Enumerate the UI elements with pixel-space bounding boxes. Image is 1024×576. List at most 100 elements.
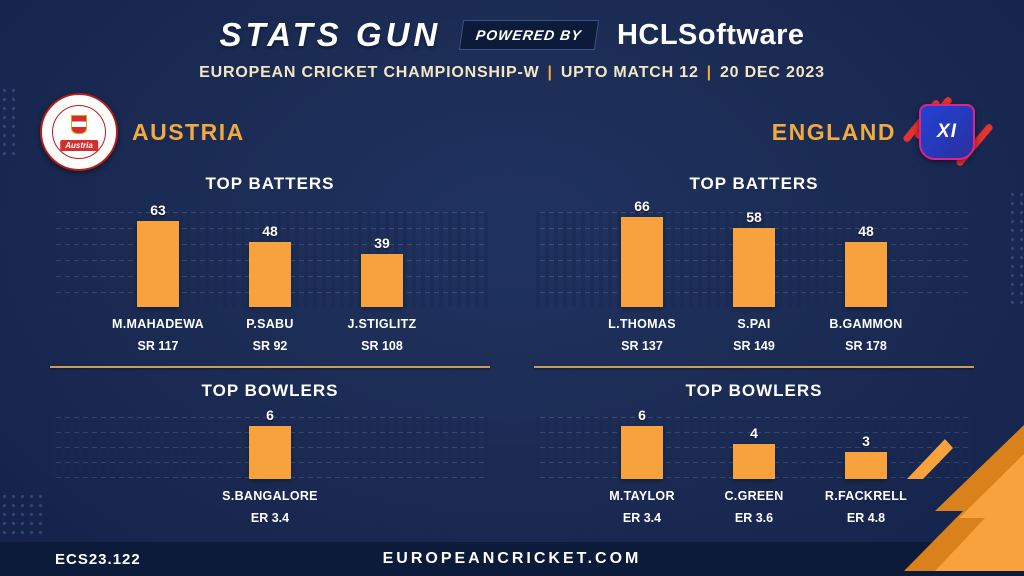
austria-crest-banner: Austria <box>60 140 98 151</box>
player-stat-label: ER 3.4 <box>622 511 662 525</box>
bar-value-label: 3 <box>862 433 870 449</box>
powered-by-badge: POWERED BY <box>459 20 600 50</box>
bar-group: 48 P.SABU SR 92 <box>218 212 322 353</box>
england-shield: XI <box>919 104 975 160</box>
player-stat-label: SR 137 <box>621 339 663 353</box>
lightning-bolt-icon <box>904 425 1024 571</box>
chart-bars: 6 M.TAYLOR ER 3.4 4 C.GREEN ER 3.6 3 R.FACKRELL… <box>524 407 984 525</box>
bar-stack: 4 <box>733 417 775 479</box>
bar-value-label: 6 <box>638 407 646 423</box>
bar <box>845 452 887 479</box>
player-name: P.SABU <box>246 317 294 331</box>
page-title: STATS GUN <box>219 16 442 53</box>
bar-group: 3 R.FACKRELL ER 4.8 <box>814 417 918 525</box>
bar-value-label: 6 <box>266 407 274 423</box>
player-stat-label: SR 92 <box>252 339 288 353</box>
player-stat-label: SR 178 <box>845 339 887 353</box>
section-title-batters: TOP BATTERS <box>689 174 819 193</box>
subtitle: EUROPEAN CRICKET CHAMPIONSHIP-W | UPTO MAT… <box>0 64 1024 82</box>
player-stat-label: SR 117 <box>137 339 179 353</box>
bar-value-label: 66 <box>634 198 650 214</box>
austria-batters-chart: 63 M.MAHADEWA SR 117 48 P.SABU SR 92 39 J.STIGL… <box>40 202 500 353</box>
subtitle-tournament: EUROPEAN CRICKET CHAMPIONSHIP-W <box>199 64 540 81</box>
austria-flag-shield <box>71 115 87 134</box>
player-name: R.FACKRELL <box>824 489 908 503</box>
team-name-austria: AUSTRIA <box>132 118 245 145</box>
subtitle-match: UPTO MATCH 12 <box>560 64 699 81</box>
bar-value-label: 48 <box>262 223 278 239</box>
player-name: C.GREEN <box>724 489 784 503</box>
header: STATS GUN POWERED BY HCLSoftware EUROPEA… <box>0 0 1024 82</box>
bar-group: 66 L.THOMAS SR 137 <box>590 198 694 353</box>
bar-group: 63 M.MAHADEWA SR 117 <box>106 202 210 353</box>
player-name: S.BANGALORE <box>222 489 318 503</box>
bar-stack: 48 <box>249 212 291 307</box>
subtitle-separator: | <box>547 64 553 81</box>
website-text: EUROPEANCRICKET.COM <box>382 550 642 567</box>
bar-group: 6 S.BANGALORE ER 3.4 <box>218 407 322 525</box>
team-column-england: ENGLAND XI TOP BATTERS 66 L.THOMAS SR 137 5… <box>524 95 994 525</box>
player-name: L.THOMAS <box>608 317 676 331</box>
hcl-software-logo: HCLSoftware <box>617 19 805 52</box>
bar-group: 4 C.GREEN ER 3.6 <box>702 417 806 525</box>
bar <box>249 426 291 479</box>
player-stat-label: SR 108 <box>361 339 403 353</box>
player-name: S.PAI <box>737 317 771 331</box>
player-name: M.MAHADEWA <box>112 317 204 331</box>
bar-stack: 3 <box>845 417 887 479</box>
chart-bars: 63 M.MAHADEWA SR 117 48 P.SABU SR 92 39 J.STIGL… <box>40 202 500 353</box>
bar <box>361 254 403 307</box>
bar-value-label: 48 <box>858 223 874 239</box>
england-crest-text: XI <box>937 121 957 142</box>
dot-pattern <box>1008 190 1024 310</box>
dot-pattern <box>0 492 48 538</box>
team-name-england: ENGLAND <box>771 118 896 145</box>
bar-stack: 6 <box>621 407 663 479</box>
bar-stack: 48 <box>845 212 887 307</box>
bar-stack: 63 <box>137 202 179 307</box>
brand-hcl: HCL <box>616 18 679 51</box>
footer-bar: ECS23.122 EUROPEANCRICKET.COM <box>0 542 1024 576</box>
player-name: B.GAMMON <box>829 317 903 331</box>
content: Austria AUSTRIA TOP BATTERS 63 M.MAHADEWA… <box>0 82 1024 525</box>
bar-stack: 66 <box>621 198 663 307</box>
bar-stack: 39 <box>361 212 403 307</box>
match-code: ECS23.122 <box>55 550 141 568</box>
bar-group: 39 J.STIGLITZ SR 108 <box>330 212 434 353</box>
bar <box>137 221 179 307</box>
title-row: STATS GUN POWERED BY HCLSoftware <box>0 14 1024 56</box>
subtitle-separator: | <box>706 64 712 81</box>
player-stat-label: ER 3.6 <box>734 511 774 525</box>
austria-bowlers-chart: 6 S.BANGALORE ER 3.4 <box>40 407 500 525</box>
team-header-england: ENGLAND XI <box>524 95 994 169</box>
player-name: M.TAYLOR <box>609 489 675 503</box>
player-name: J.STIGLITZ <box>347 317 417 331</box>
section-divider <box>534 366 974 368</box>
dot-pattern <box>0 86 16 158</box>
bar-stack: 58 <box>733 209 775 307</box>
bar <box>621 426 663 479</box>
team-column-austria: Austria AUSTRIA TOP BATTERS 63 M.MAHADEWA… <box>40 93 500 525</box>
england-bowlers-chart: 6 M.TAYLOR ER 3.4 4 C.GREEN ER 3.6 3 R.FACKRELL… <box>524 407 984 525</box>
section-title-bowlers: TOP BOWLERS <box>201 381 339 400</box>
bar-group: 6 M.TAYLOR ER 3.4 <box>590 407 694 525</box>
england-crest-logo: XI <box>902 95 994 169</box>
subtitle-date: 20 DEC 2023 <box>719 64 825 81</box>
bar-value-label: 4 <box>750 425 758 441</box>
bar-value-label: 39 <box>374 235 390 251</box>
player-stat-label: ER 4.8 <box>846 511 886 525</box>
bar-group: 58 S.PAI SR 149 <box>702 209 806 353</box>
bar-value-label: 58 <box>746 209 762 225</box>
player-stat-label: SR 149 <box>733 339 775 353</box>
section-divider <box>50 366 490 368</box>
player-stat-label: ER 3.4 <box>250 511 290 525</box>
bar-value-label: 63 <box>150 202 166 218</box>
section-title-bowlers: TOP BOWLERS <box>685 381 823 400</box>
austria-crest-logo: Austria <box>40 93 118 171</box>
chart-bars: 6 S.BANGALORE ER 3.4 <box>40 407 500 525</box>
chart-bars: 66 L.THOMAS SR 137 58 S.PAI SR 149 48 B.GAMMON S… <box>524 198 984 353</box>
austria-crest-inner: Austria <box>52 105 106 159</box>
bar-stack: 6 <box>249 407 291 479</box>
bar-group: 48 B.GAMMON SR 178 <box>814 212 918 353</box>
